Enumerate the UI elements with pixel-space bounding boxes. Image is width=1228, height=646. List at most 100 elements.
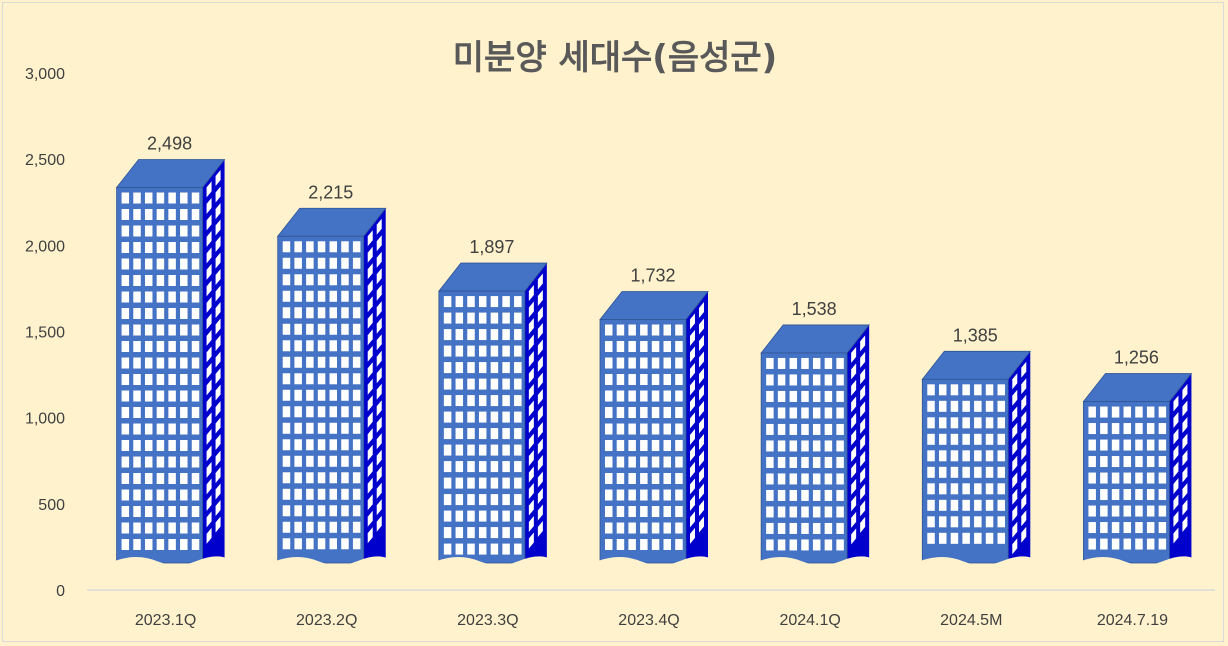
side-window xyxy=(206,511,212,528)
window xyxy=(168,456,176,468)
side-window xyxy=(699,367,704,384)
window xyxy=(467,296,475,308)
window xyxy=(478,461,487,473)
side-window xyxy=(215,301,221,318)
side-window xyxy=(1021,493,1027,510)
side-window xyxy=(1173,411,1179,428)
window xyxy=(950,433,959,445)
window xyxy=(502,494,510,506)
side-window xyxy=(376,515,382,532)
window xyxy=(306,307,314,319)
side-window xyxy=(206,428,212,445)
side-window xyxy=(376,284,382,301)
window xyxy=(801,374,809,386)
side-window xyxy=(528,317,534,334)
window xyxy=(294,290,302,302)
window xyxy=(502,543,510,555)
window xyxy=(812,357,821,369)
window xyxy=(144,390,153,402)
window xyxy=(640,374,648,386)
window xyxy=(294,323,302,335)
window xyxy=(317,373,326,385)
side-window xyxy=(690,362,695,379)
side-window xyxy=(206,362,212,379)
bar-ground-cut xyxy=(1081,556,1196,573)
window xyxy=(1088,439,1096,451)
window xyxy=(317,505,326,517)
bar: 1,732 xyxy=(598,266,712,573)
window xyxy=(133,489,141,501)
side-window xyxy=(537,405,543,422)
side-window xyxy=(851,511,857,528)
window xyxy=(836,489,844,501)
window xyxy=(927,417,935,429)
window xyxy=(317,472,326,484)
window xyxy=(1088,522,1096,534)
window xyxy=(997,450,1005,462)
window xyxy=(663,489,671,501)
window xyxy=(628,390,636,402)
window xyxy=(824,407,833,419)
side-window xyxy=(215,285,221,302)
window xyxy=(490,312,499,324)
window xyxy=(329,274,338,286)
side-window xyxy=(537,339,543,356)
window xyxy=(467,378,475,390)
window xyxy=(478,395,487,407)
window xyxy=(950,532,959,544)
window xyxy=(144,242,153,254)
window xyxy=(121,275,130,287)
window xyxy=(675,456,683,468)
window xyxy=(352,241,361,253)
window xyxy=(812,423,821,435)
bar-ground-cut xyxy=(920,556,1035,573)
window xyxy=(443,329,452,341)
window xyxy=(490,477,499,489)
window xyxy=(766,440,774,452)
window xyxy=(352,472,361,484)
window xyxy=(191,242,200,254)
window xyxy=(1158,406,1167,418)
window xyxy=(605,522,613,534)
side-window xyxy=(206,214,212,231)
window xyxy=(675,489,683,501)
window xyxy=(675,473,683,485)
window xyxy=(801,539,809,551)
window xyxy=(341,323,349,335)
window xyxy=(341,340,349,352)
window xyxy=(490,362,499,374)
side-window xyxy=(1182,516,1188,533)
side-window xyxy=(860,483,866,500)
window xyxy=(282,257,291,269)
window xyxy=(180,390,188,402)
window xyxy=(812,390,821,402)
window xyxy=(121,473,130,485)
window xyxy=(294,307,302,319)
side-window xyxy=(215,367,221,384)
y-tick-label: 2,500 xyxy=(25,152,65,169)
window xyxy=(502,362,510,374)
window xyxy=(938,516,947,528)
window xyxy=(121,357,130,369)
window xyxy=(502,395,510,407)
window xyxy=(1146,439,1155,451)
side-window xyxy=(699,384,704,401)
window xyxy=(1146,505,1155,517)
window xyxy=(352,505,361,517)
window xyxy=(478,345,487,357)
side-window xyxy=(851,429,857,446)
window xyxy=(144,423,153,435)
window xyxy=(938,417,947,429)
window xyxy=(789,440,798,452)
window xyxy=(282,323,291,335)
window xyxy=(616,489,625,501)
window xyxy=(180,506,188,518)
window xyxy=(168,374,176,386)
window xyxy=(168,407,176,419)
window xyxy=(306,340,314,352)
window xyxy=(191,489,200,501)
window xyxy=(133,242,141,254)
side-window xyxy=(537,471,543,488)
window xyxy=(789,374,798,386)
window xyxy=(985,400,994,412)
